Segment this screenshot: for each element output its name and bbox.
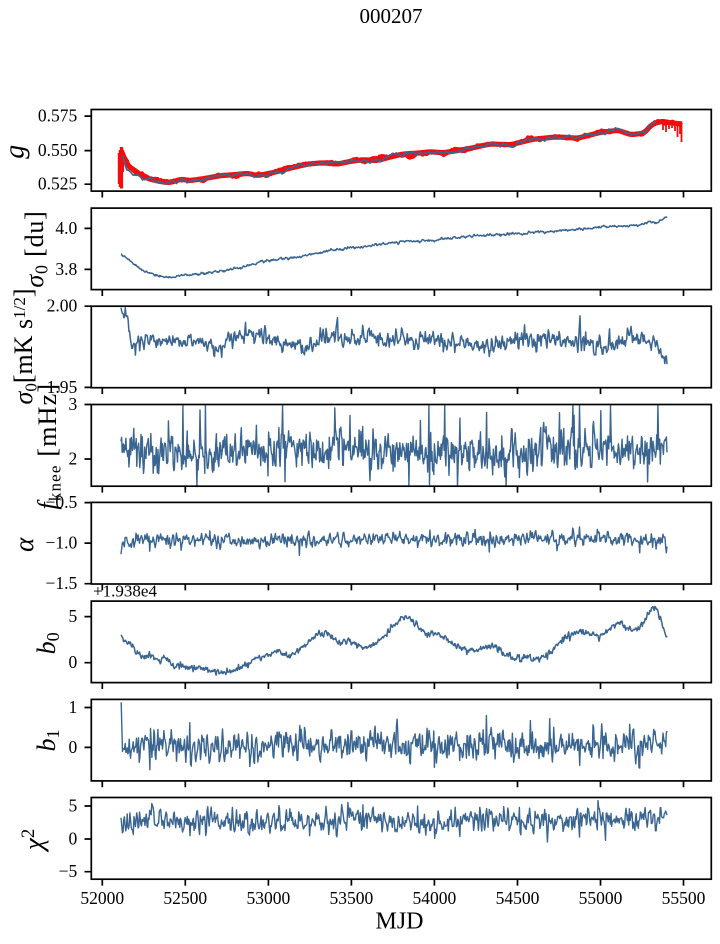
svg-text:53500: 53500 bbox=[330, 888, 374, 908]
svg-text:α: α bbox=[9, 537, 39, 552]
svg-text:g: g bbox=[0, 145, 31, 159]
svg-text:5: 5 bbox=[69, 795, 78, 815]
svg-text:2.00: 2.00 bbox=[47, 296, 78, 316]
svg-text:53000: 53000 bbox=[247, 888, 291, 908]
svg-text:fknee [mHz]: fknee [mHz] bbox=[33, 383, 65, 510]
svg-text:0: 0 bbox=[69, 652, 78, 672]
svg-text:54500: 54500 bbox=[496, 888, 540, 908]
svg-text:1.95: 1.95 bbox=[47, 377, 78, 397]
svg-text:4.0: 4.0 bbox=[55, 218, 77, 238]
svg-text:000207: 000207 bbox=[360, 4, 423, 28]
svg-text:0.525: 0.525 bbox=[38, 174, 78, 194]
svg-text:3: 3 bbox=[69, 394, 78, 414]
svg-text:−1.5: −1.5 bbox=[46, 573, 78, 593]
svg-text:−0.5: −0.5 bbox=[46, 492, 78, 512]
svg-text:σ0 [du]: σ0 [du] bbox=[20, 210, 51, 287]
svg-text:0: 0 bbox=[69, 737, 78, 757]
svg-text:b1: b1 bbox=[32, 729, 63, 751]
svg-text:+1.938e4: +1.938e4 bbox=[93, 582, 157, 601]
svg-text:0.550: 0.550 bbox=[38, 140, 78, 160]
svg-text:55000: 55000 bbox=[579, 888, 623, 908]
svg-text:χ2: χ2 bbox=[18, 829, 48, 853]
svg-text:σ0[mK s1/2]: σ0[mK s1/2] bbox=[9, 288, 41, 404]
svg-text:52000: 52000 bbox=[80, 888, 124, 908]
svg-text:1: 1 bbox=[69, 697, 78, 717]
svg-text:2: 2 bbox=[69, 448, 78, 468]
svg-text:−5: −5 bbox=[59, 861, 78, 881]
svg-text:0: 0 bbox=[69, 828, 78, 848]
svg-text:MJD: MJD bbox=[375, 909, 423, 935]
svg-text:52500: 52500 bbox=[163, 888, 207, 908]
svg-text:0.575: 0.575 bbox=[38, 106, 78, 126]
svg-text:5: 5 bbox=[69, 606, 78, 626]
svg-text:b0: b0 bbox=[32, 632, 63, 654]
svg-text:54000: 54000 bbox=[413, 888, 457, 908]
svg-text:3.8: 3.8 bbox=[55, 259, 77, 279]
svg-text:−1.0: −1.0 bbox=[46, 533, 78, 553]
svg-text:55500: 55500 bbox=[662, 888, 706, 908]
